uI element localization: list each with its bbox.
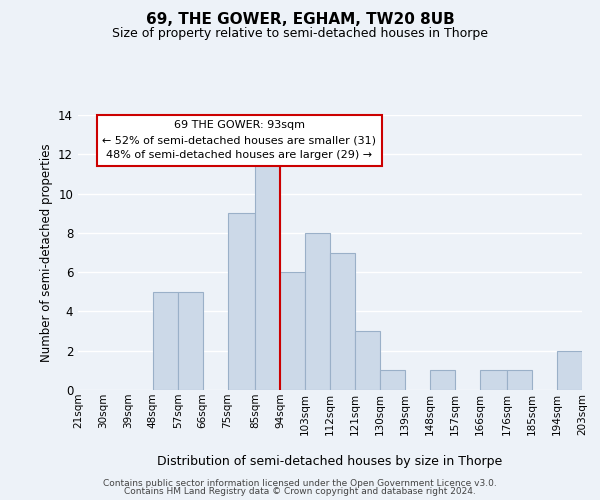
Bar (227, 213, 255, 390)
Text: Contains public sector information licensed under the Open Government Licence v3: Contains public sector information licen… (103, 478, 497, 488)
Bar (507, 370, 532, 390)
Bar (280, 272, 305, 390)
Text: 69, THE GOWER, EGHAM, TW20 8UB: 69, THE GOWER, EGHAM, TW20 8UB (146, 12, 454, 28)
Bar (178, 292, 203, 390)
Text: Size of property relative to semi-detached houses in Thorpe: Size of property relative to semi-detach… (112, 28, 488, 40)
Text: Contains HM Land Registry data © Crown copyright and database right 2024.: Contains HM Land Registry data © Crown c… (124, 487, 476, 496)
Bar (153, 292, 178, 390)
Text: 69 THE GOWER: 93sqm
← 52% of semi-detached houses are smaller (31)
48% of semi-d: 69 THE GOWER: 93sqm ← 52% of semi-detach… (102, 120, 376, 160)
Bar (305, 233, 330, 390)
Text: Distribution of semi-detached houses by size in Thorpe: Distribution of semi-detached houses by … (157, 454, 503, 468)
Bar (557, 350, 582, 390)
Bar (479, 370, 507, 390)
Y-axis label: Number of semi-detached properties: Number of semi-detached properties (40, 143, 53, 362)
Bar (355, 331, 380, 390)
Bar (430, 370, 455, 390)
Bar (330, 252, 355, 390)
Bar (380, 370, 405, 390)
Bar (255, 154, 280, 390)
